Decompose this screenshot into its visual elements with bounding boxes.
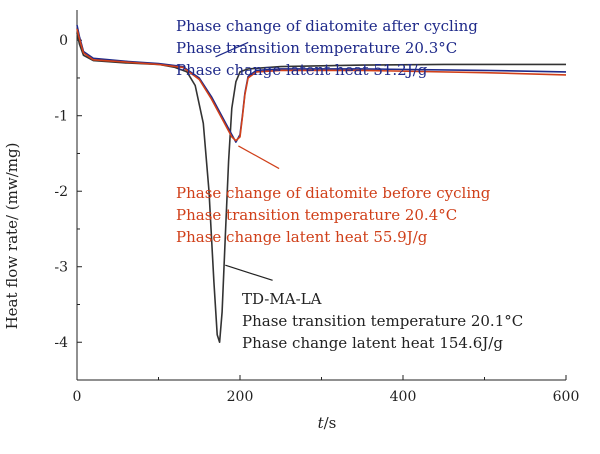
x-tick-label: 0 [73,389,82,405]
x-tick-label: 400 [390,389,417,405]
y-axis-label: Heat flow rate/ (mw/mg) [3,143,21,330]
annotation-text: Phase change of diatomite after cycling [176,17,478,35]
x-axis-label-unit: /s [324,414,337,432]
annotation-pointer [238,145,280,170]
annotation-text: TD-MA-LA [242,290,322,308]
y-tick-label: -4 [54,335,68,351]
y-tick-label: -2 [54,184,68,200]
annotations: Phase change of diatomite after cycling P… [176,17,523,352]
series-layer [76,24,567,343]
annotation-text: Phase change latent heat 154.6J/g [242,334,503,352]
series-line-phase-change-of-diatomite-before-cycling [76,28,567,142]
annotation-text: Phase change of diatomite before cycling [176,184,491,202]
annotation-text: Phase transition temperature 20.3°C [176,39,457,57]
annotation-text: Phase transition temperature 20.4°C [176,206,457,224]
annotation-text: Phase change latent heat 55.9J/g [176,228,428,246]
x-tick-label: 200 [227,389,254,405]
annotation-text: Phase transition temperature 20.1°C [242,312,523,330]
axes: 0 200 400 600 0 -1 -2 -3 -4 [54,10,579,405]
x-axis-label: t/s [318,414,337,432]
y-tick-label: -1 [54,109,68,125]
y-tick-label: 0 [59,33,68,49]
annotation-pointer [215,41,249,58]
x-axis-label-var: t [318,414,325,432]
series-line-phase-change-of-diatomite-after-cycling [76,24,567,143]
annotation-pointer [225,264,273,281]
y-tick-label: -3 [54,260,68,276]
annotation-text: Phase change latent heat 51.2J/g [176,61,428,79]
x-tick-label: 600 [553,389,580,405]
